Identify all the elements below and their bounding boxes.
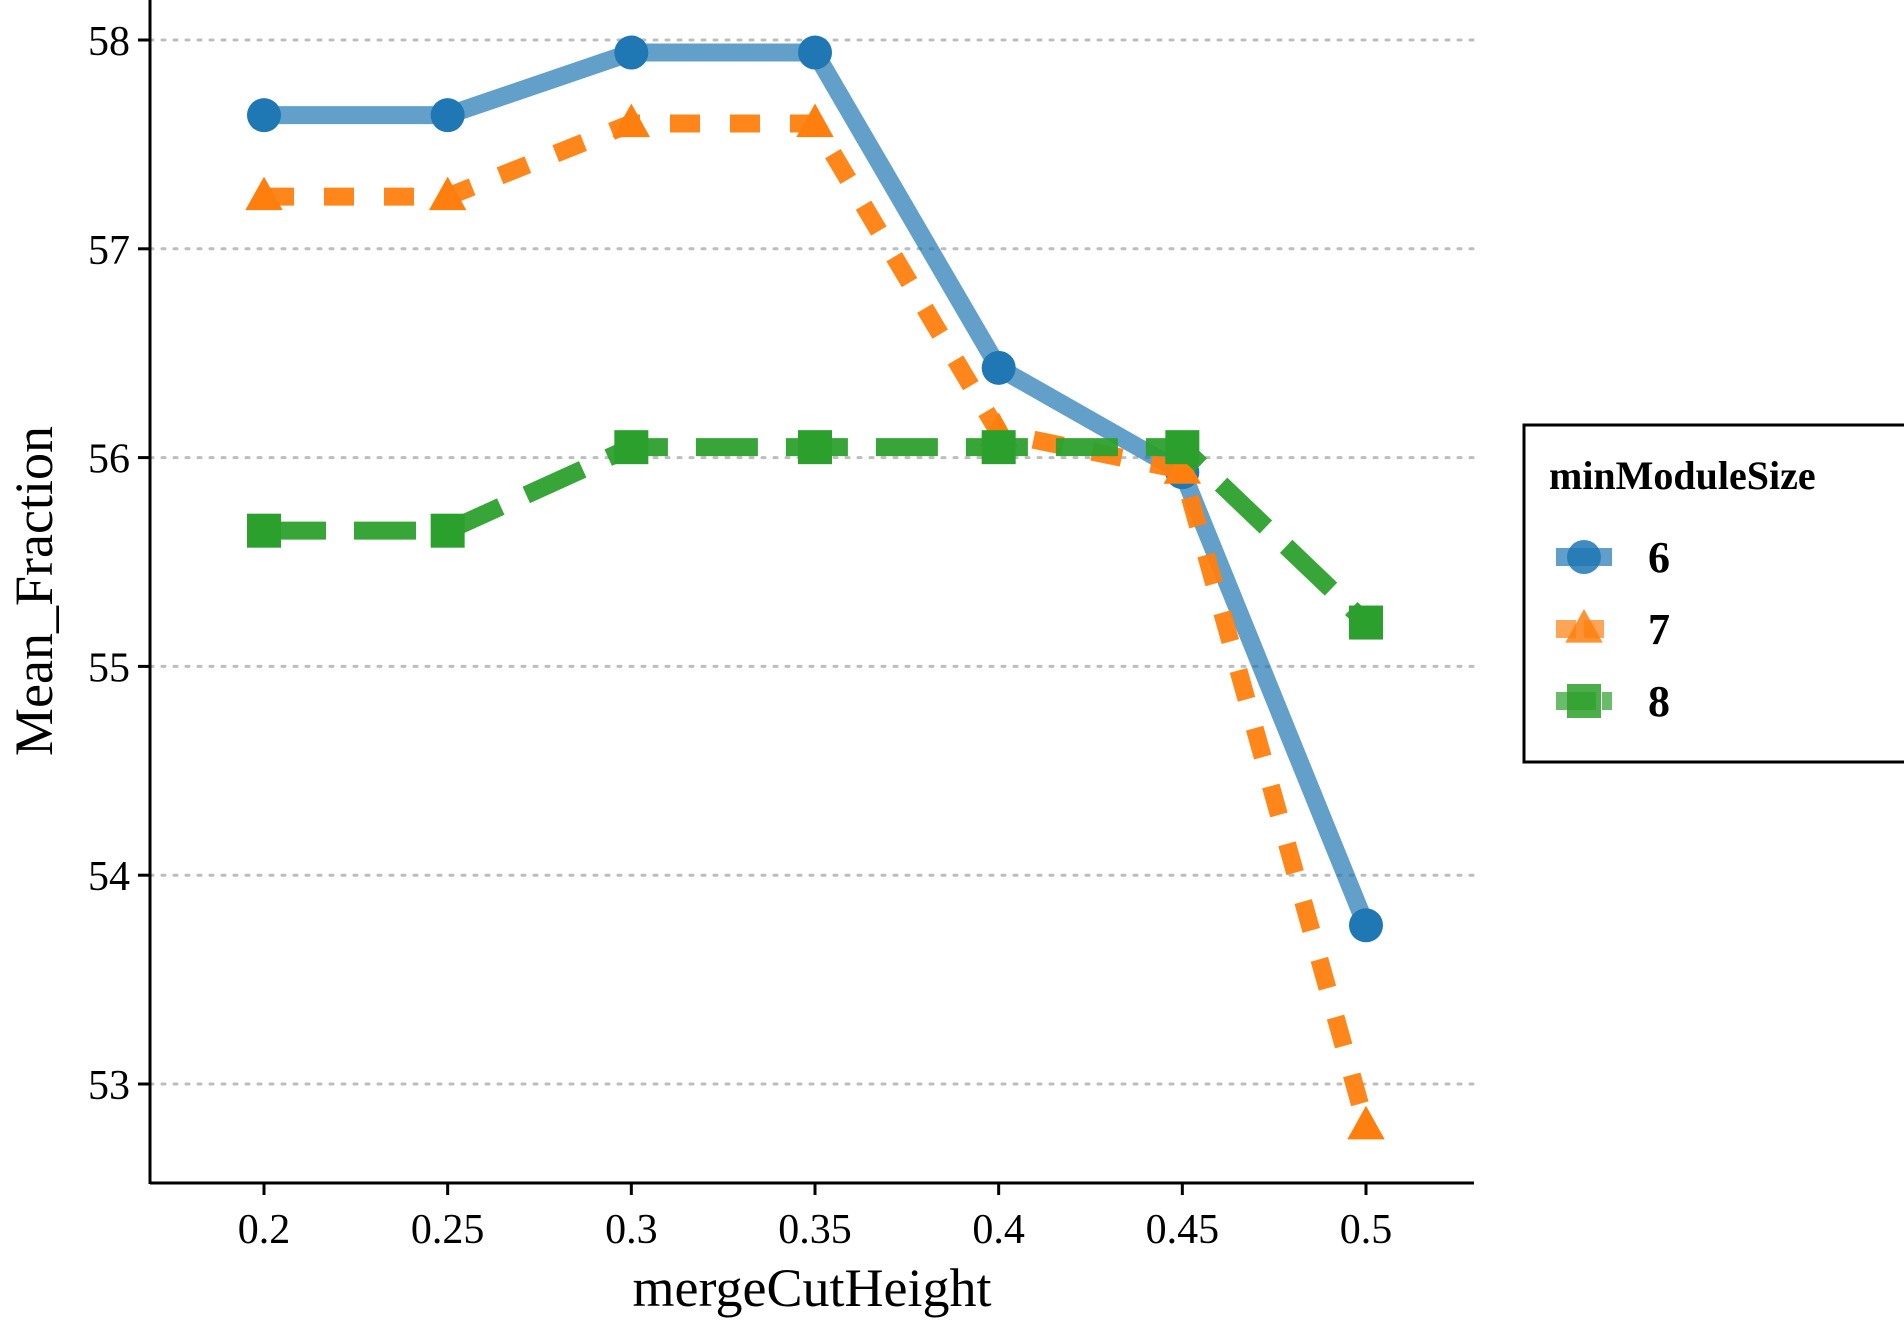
data-point-6: [614, 35, 649, 70]
legend-item-8: 8: [1556, 677, 1670, 726]
data-point-8: [614, 430, 649, 465]
axis-ticks: 53 54 55 56 57 58 0.2 0.25 0.3 0.35 0.4 0.45 0.5: [88, 19, 1392, 1253]
data-point-8: [798, 430, 832, 465]
legend: minModuleSize 6 7 8: [1522, 423, 1904, 764]
data-point-8: [430, 513, 465, 548]
legend-key-marker: [1565, 608, 1603, 643]
x-tick-label: 0.45: [1146, 1207, 1220, 1253]
y-tick-label: 56: [88, 437, 130, 483]
legend-label: 8: [1648, 677, 1670, 726]
legend-key-marker: [1567, 684, 1601, 718]
y-tick-label: 55: [88, 645, 130, 691]
x-tick-label: 0.2: [238, 1207, 291, 1253]
legend-items: 6 7 8: [1556, 533, 1670, 726]
data-point-7: [612, 103, 651, 138]
data-point-6: [247, 98, 281, 133]
legend-label: 6: [1648, 533, 1670, 582]
x-axis-title: mergeCutHeight: [633, 1258, 992, 1318]
y-axis-title: Mean_Fraction: [4, 426, 64, 756]
axes: [148, 0, 1474, 1185]
data-point-7: [245, 176, 283, 211]
y-tick-label: 54: [88, 854, 130, 900]
series-6: [247, 35, 1383, 943]
x-tick-label: 0.3: [605, 1207, 658, 1253]
legend-title: minModuleSize: [1549, 453, 1816, 498]
data-point-8: [247, 513, 281, 548]
data-point-7: [428, 176, 467, 211]
series: [245, 35, 1385, 1140]
y-tick-label: 57: [88, 228, 130, 274]
series-8: [247, 430, 1383, 640]
y-tick-label: 53: [88, 1063, 130, 1109]
series-line-7: [264, 114, 1375, 1129]
y-tick-label: 58: [88, 19, 130, 65]
data-point-8: [1349, 605, 1383, 640]
legend-key-marker: [1567, 540, 1601, 574]
data-point-6: [1349, 908, 1383, 943]
legend-label: 7: [1648, 605, 1670, 654]
x-tick-label: 0.35: [778, 1207, 852, 1253]
legend-item-6: 6: [1556, 533, 1670, 582]
data-point-6: [798, 35, 832, 70]
data-point-6: [430, 98, 465, 133]
data-point-8: [981, 430, 1016, 465]
series-line-6: [264, 43, 1375, 929]
x-tick-label: 0.5: [1340, 1207, 1393, 1253]
series-7: [245, 103, 1385, 1140]
data-point-7: [796, 103, 834, 138]
legend-item-7: 7: [1556, 605, 1670, 654]
x-tick-label: 0.4: [972, 1207, 1025, 1253]
data-point-7: [1163, 450, 1202, 484]
data-point-6: [981, 350, 1016, 385]
data-point-7: [1347, 1105, 1385, 1140]
x-tick-label: 0.25: [411, 1207, 485, 1253]
data-point-8: [1165, 430, 1200, 465]
